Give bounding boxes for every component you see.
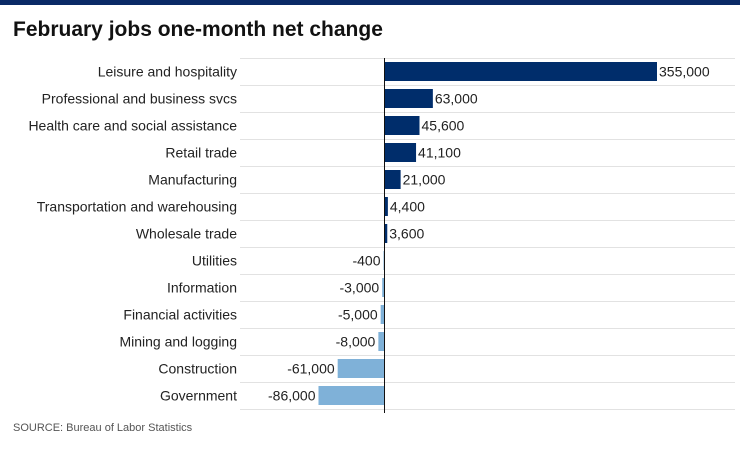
value-label: -400 — [352, 253, 380, 269]
value-label: 41,100 — [418, 145, 461, 161]
category-label: Wholesale trade — [136, 226, 237, 242]
value-label: -61,000 — [287, 361, 335, 377]
category-label: Leisure and hospitality — [98, 64, 237, 80]
category-label: Information — [167, 280, 237, 296]
category-label: Retail trade — [165, 145, 237, 161]
bar — [382, 278, 385, 297]
bar — [384, 197, 388, 216]
value-label: -5,000 — [338, 307, 378, 323]
bar — [384, 143, 417, 162]
value-label: -3,000 — [339, 280, 379, 296]
chart-title: February jobs one-month net change — [13, 18, 383, 41]
bar — [384, 62, 657, 81]
category-label: Health care and social assistance — [28, 118, 237, 134]
value-label: 45,600 — [422, 118, 465, 134]
bar — [380, 305, 385, 324]
bar — [337, 359, 385, 378]
bar — [384, 224, 388, 243]
category-label: Utilities — [192, 253, 237, 269]
value-label: 3,600 — [389, 226, 424, 242]
category-label: Construction — [158, 361, 237, 377]
bar — [378, 332, 385, 351]
category-label: Transportation and warehousing — [37, 199, 237, 215]
category-label: Professional and business svcs — [42, 91, 237, 107]
value-label: 63,000 — [435, 91, 478, 107]
category-label: Financial activities — [123, 307, 237, 323]
bar — [318, 386, 385, 405]
value-label: 4,400 — [390, 199, 425, 215]
value-label: -8,000 — [336, 334, 376, 350]
top-rule — [0, 0, 740, 5]
value-label: 355,000 — [659, 64, 710, 80]
value-label: -86,000 — [268, 388, 316, 404]
value-label: 21,000 — [403, 172, 446, 188]
category-label: Government — [160, 388, 237, 404]
source-note: SOURCE: Bureau of Labor Statistics — [13, 422, 193, 434]
bar — [384, 89, 433, 108]
category-label: Mining and logging — [119, 334, 237, 350]
bar — [384, 170, 401, 189]
bar — [384, 116, 420, 135]
category-label: Manufacturing — [148, 172, 237, 188]
